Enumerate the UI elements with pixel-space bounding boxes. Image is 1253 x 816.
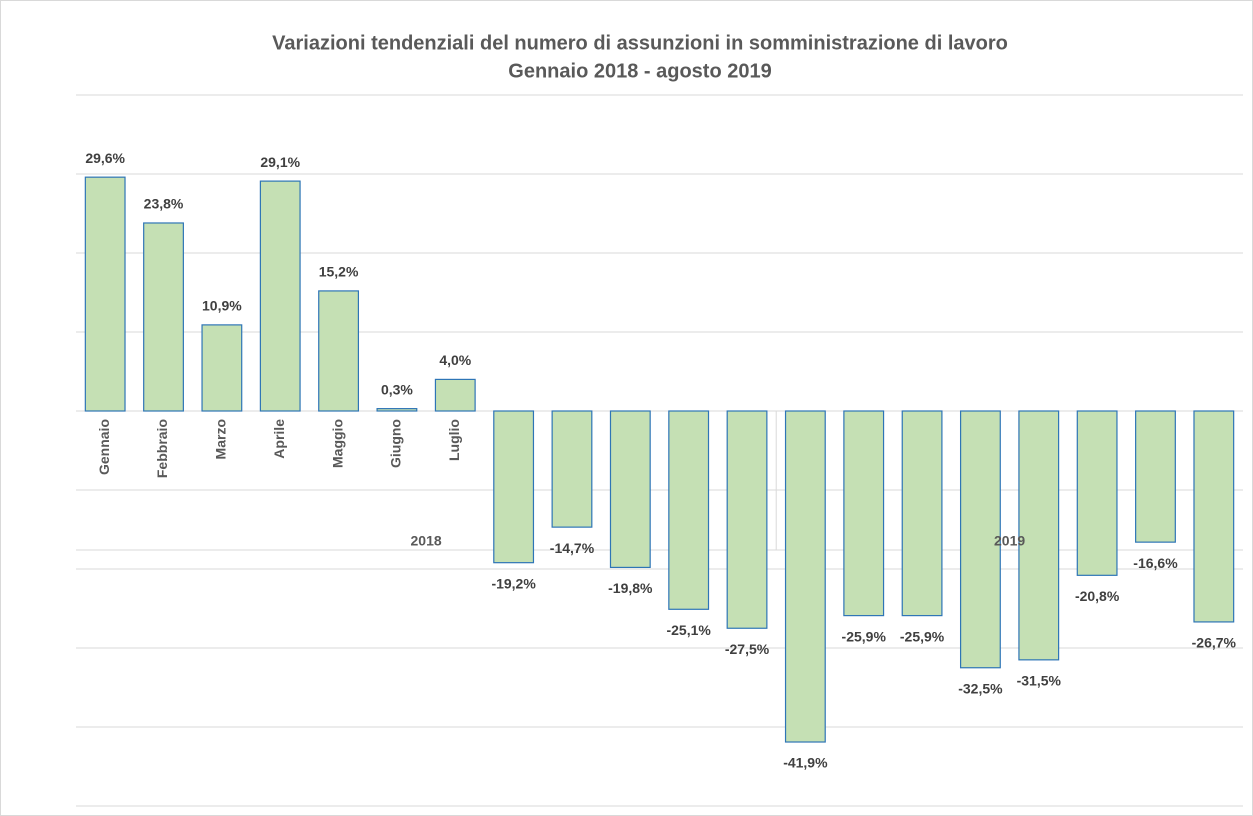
bar [318, 290, 360, 412]
value-label: 23,8% [144, 196, 184, 212]
value-label: -25,1% [666, 622, 711, 638]
bar [201, 324, 243, 412]
x-tick-label: Gennaio [96, 419, 112, 475]
bar [726, 410, 768, 629]
chart-subtitle: Gennaio 2018 - agosto 2019 [508, 60, 771, 82]
value-label: -25,9% [900, 628, 945, 644]
value-label: 0,3% [381, 381, 413, 397]
value-label: -25,9% [842, 628, 887, 644]
bar [493, 410, 535, 564]
value-label: -41,9% [783, 755, 828, 771]
bar [551, 410, 593, 528]
value-label: -27,5% [725, 641, 770, 657]
bar [1018, 410, 1060, 661]
bar [843, 410, 885, 617]
value-label: -26,7% [1192, 635, 1237, 651]
bar [1193, 410, 1235, 623]
chart-title: Variazioni tendenziali del numero di ass… [272, 32, 1008, 54]
bar [959, 410, 1001, 669]
bar [668, 410, 710, 610]
bar [609, 410, 651, 569]
bar [84, 176, 126, 412]
value-label: 29,6% [85, 150, 125, 166]
group-label: 2019 [994, 533, 1025, 549]
x-tick-label: Maggio [329, 419, 345, 468]
value-label: -19,8% [608, 580, 653, 596]
bar [901, 410, 943, 617]
bar [784, 410, 826, 743]
group-label: 2018 [411, 533, 442, 549]
value-label: 4,0% [439, 352, 471, 368]
x-tick-label: Febbraio [154, 419, 170, 478]
value-label: -19,2% [491, 575, 536, 591]
bar [143, 222, 184, 412]
bar [376, 408, 418, 412]
value-label: -16,6% [1133, 555, 1178, 571]
value-label: -32,5% [958, 680, 1003, 696]
bar [1135, 410, 1176, 543]
value-label: -31,5% [1017, 673, 1062, 689]
value-label: 29,1% [260, 154, 300, 170]
x-tick-label: Marzo [213, 419, 229, 459]
x-tick-label: Luglio [446, 419, 462, 461]
value-label: 10,9% [202, 298, 242, 314]
x-tick-label: Aprile [271, 419, 287, 459]
value-label: 15,2% [319, 264, 359, 280]
value-label: -20,8% [1075, 588, 1120, 604]
bar [259, 180, 301, 412]
bar [434, 378, 476, 412]
value-label: -14,7% [550, 540, 595, 556]
x-tick-label: Giugno [388, 419, 404, 468]
bar [1076, 410, 1118, 576]
